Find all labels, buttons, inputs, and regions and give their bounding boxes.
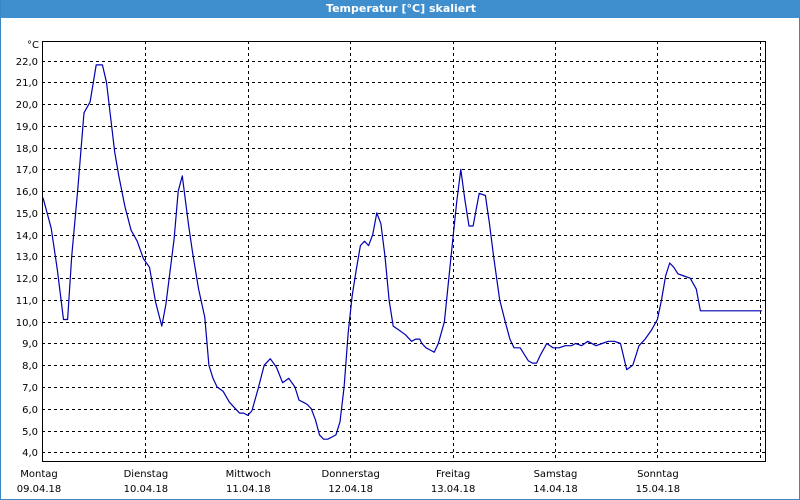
x-tick-day-label: Sonntag <box>637 469 679 480</box>
y-tick-label: 8,0 <box>22 361 38 372</box>
y-tick-label: 20,0 <box>16 100 38 111</box>
y-tick-label: 19,0 <box>16 122 38 133</box>
x-tick-date-label: 13.04.18 <box>431 484 476 495</box>
window-title: Temperatur [°C] skaliert <box>1 0 800 18</box>
y-tick-label: 21,0 <box>16 78 38 89</box>
y-tick-label: 5,0 <box>22 427 38 438</box>
x-tick-date-label: 09.04.18 <box>17 484 62 495</box>
y-tick-label: 9,0 <box>22 339 38 350</box>
y-axis-unit-label: °C <box>27 40 39 51</box>
y-tick-label: 22,0 <box>16 57 38 68</box>
y-tick-label: 18,0 <box>16 144 38 155</box>
x-tick-day-label: Donnerstag <box>322 469 380 480</box>
y-tick-label: 15,0 <box>16 209 38 220</box>
x-tick-date-label: 12.04.18 <box>328 484 373 495</box>
y-tick-label: 10,0 <box>16 318 38 329</box>
y-tick-label: 6,0 <box>22 405 38 416</box>
y-tick-label: 13,0 <box>16 252 38 263</box>
y-tick-label: 14,0 <box>16 231 38 242</box>
y-tick-label: 12,0 <box>16 274 38 285</box>
plot-frame <box>42 41 766 462</box>
x-tick-day-label: Dienstag <box>124 469 169 480</box>
y-tick-label: 11,0 <box>16 296 38 307</box>
x-tick-date-label: 14.04.18 <box>533 484 578 495</box>
y-tick-label: 16,0 <box>16 187 38 198</box>
x-tick-day-label: Mittwoch <box>226 469 271 480</box>
x-tick-day-label: Montag <box>20 469 57 480</box>
x-tick-day-label: Freitag <box>436 469 470 480</box>
y-tick-label: 4,0 <box>22 448 38 459</box>
x-tick-date-label: 11.04.18 <box>226 484 271 495</box>
series-line <box>42 64 762 440</box>
x-tick-date-label: 10.04.18 <box>124 484 169 495</box>
y-tick-label: 7,0 <box>22 383 38 394</box>
x-tick-date-label: 15.04.18 <box>636 484 681 495</box>
x-tick-day-label: Samstag <box>534 469 578 480</box>
y-tick-label: 17,0 <box>16 165 38 176</box>
